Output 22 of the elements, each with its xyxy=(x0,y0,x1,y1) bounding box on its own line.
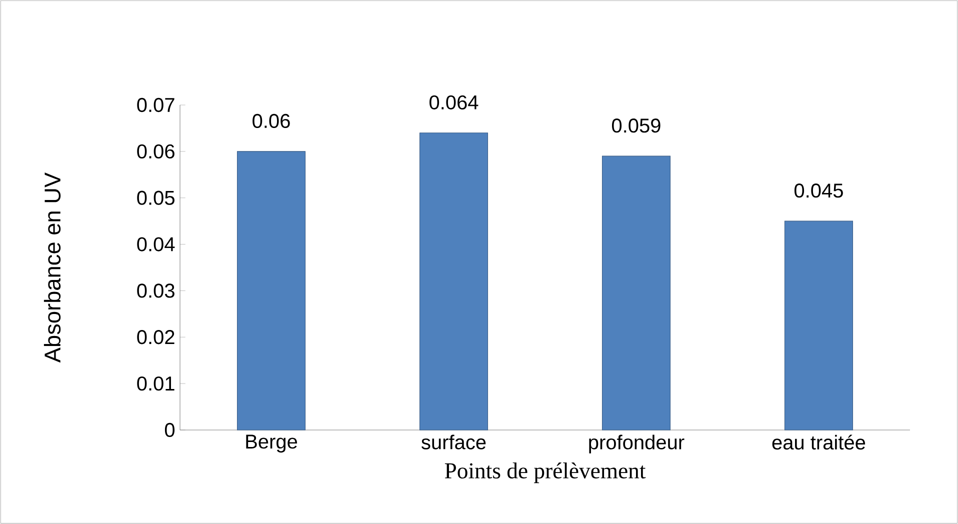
bar xyxy=(419,132,488,430)
x-tick-label: surface xyxy=(422,434,486,450)
y-axis-title: Absorbance en UV xyxy=(44,172,61,363)
data-label: 0.06 xyxy=(252,114,290,128)
data-label: 0.045 xyxy=(794,184,843,198)
y-tick-label: 0.06 xyxy=(137,144,174,158)
x-tick-label: profondeur xyxy=(589,434,684,454)
bar xyxy=(784,220,854,430)
x-tick-label: Berge xyxy=(246,434,298,453)
bar xyxy=(602,156,671,430)
x-axis-title: Points de prélèvement xyxy=(444,462,646,484)
y-tick-label: 0 xyxy=(164,422,174,438)
x-tick-label: eau traitée xyxy=(772,434,866,450)
y-tick-label: 0.04 xyxy=(137,237,175,252)
data-label: 0.059 xyxy=(612,118,660,133)
y-tick-label: 0.05 xyxy=(137,190,174,205)
y-tick-label: 0.03 xyxy=(137,284,174,298)
data-label: 0.064 xyxy=(430,95,478,110)
bar xyxy=(236,151,306,430)
y-tick-label: 0.07 xyxy=(137,98,174,112)
y-tick-label: 0.02 xyxy=(137,330,174,344)
y-tick-label: 0.01 xyxy=(137,376,174,391)
